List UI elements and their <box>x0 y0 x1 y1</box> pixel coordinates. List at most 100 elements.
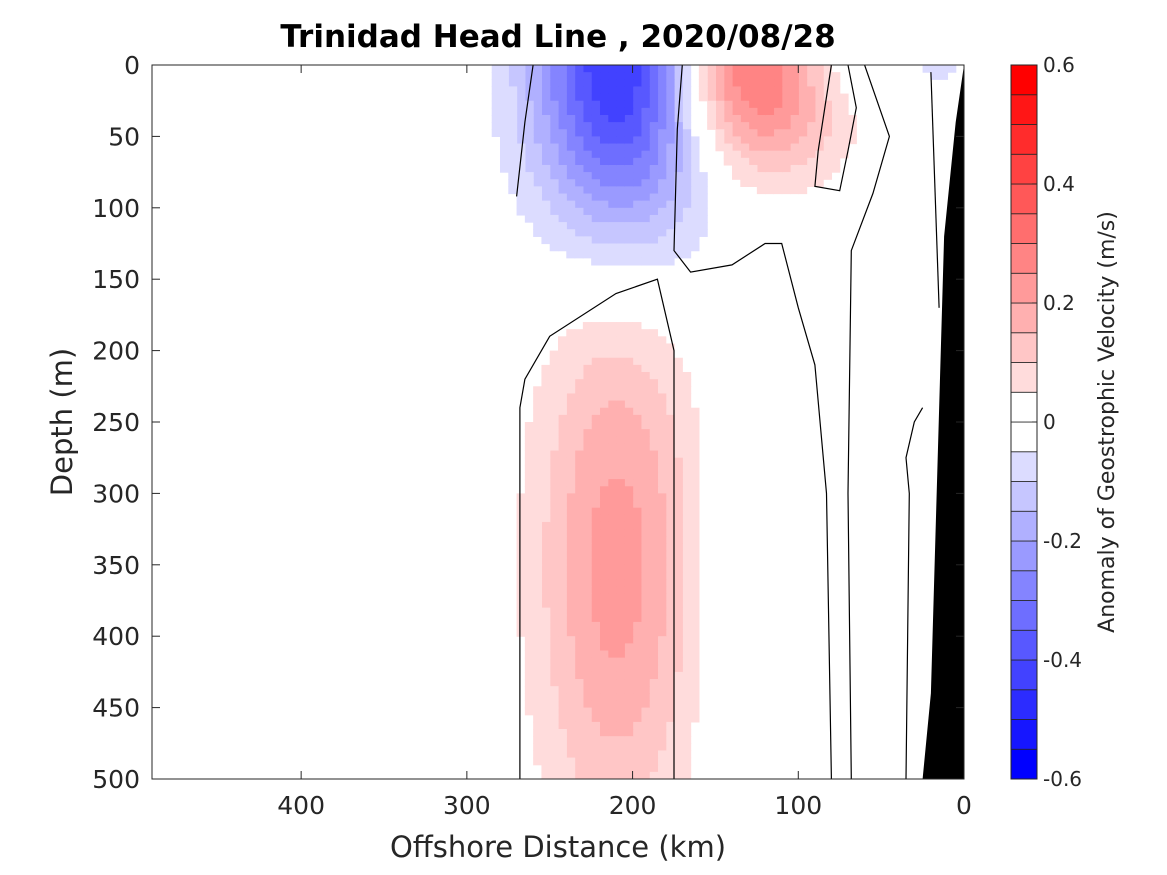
contour-fill-cell <box>665 72 675 80</box>
contour-fill-cell <box>599 664 609 673</box>
contour-fill-cell <box>682 750 692 759</box>
contour-fill-cell <box>582 664 592 673</box>
contour-fill-cell <box>674 636 683 644</box>
colorbar-swatch <box>1010 600 1038 631</box>
contour-fill-cell <box>607 257 617 266</box>
contour-fill-cell <box>599 679 609 687</box>
contour-fill-cell <box>607 564 617 573</box>
contour-fill-cell <box>607 350 617 359</box>
contour-fill-cell <box>566 150 576 159</box>
contour-fill-cell <box>690 714 700 723</box>
contour-fill-cell <box>657 357 667 366</box>
contour-fill-cell <box>649 457 659 466</box>
contour-fill-cell <box>790 107 799 116</box>
contour-fill-cell <box>665 429 675 437</box>
contour-fill-cell <box>831 93 841 102</box>
contour-fill-cell <box>607 714 617 723</box>
contour-fill-cell <box>649 607 659 616</box>
contour-fill-cell <box>657 500 667 509</box>
contour-fill-cell <box>549 736 559 744</box>
contour-fill-cell <box>715 93 725 102</box>
contour-fill-cell <box>707 107 717 116</box>
contour-fill-cell <box>649 657 659 666</box>
contour-fill-cell <box>624 357 634 366</box>
contour-fill-cell <box>698 179 708 187</box>
contour-fill-cell <box>674 629 683 637</box>
contour-fill-cell <box>640 372 650 380</box>
contour-fill-cell <box>616 186 625 195</box>
colorbar-swatch <box>1010 64 1038 96</box>
contour-fill-cell <box>549 429 559 437</box>
contour-fill-cell <box>790 72 799 80</box>
contour-fill-cell <box>541 707 551 716</box>
contour-fill-cell <box>632 464 642 473</box>
contour-fill-cell <box>582 521 592 530</box>
contour-fill-cell <box>616 679 625 687</box>
contour-fill-cell <box>823 143 833 152</box>
contour-fill-cell <box>657 757 667 766</box>
contour-fill-cell <box>582 214 592 223</box>
contour-fill-cell <box>632 222 642 230</box>
contour-fill-cell <box>591 657 601 666</box>
contour-fill-cell <box>500 129 509 137</box>
contour-fill-cell <box>516 193 526 202</box>
contour-fill-cell <box>682 686 692 694</box>
contour-fill-cell <box>624 207 634 216</box>
contour-fill-cell <box>574 593 584 602</box>
colorbar-tick-label: 0.2 <box>1043 291 1075 315</box>
contour-fill-cell <box>649 229 659 237</box>
contour-fill-cell <box>566 571 576 580</box>
contour-fill-cell <box>582 464 592 473</box>
contour-fill-cell <box>665 700 675 709</box>
contour-fill-cell <box>591 586 601 594</box>
contour-fill-cell <box>516 600 526 609</box>
contour-fill-cell <box>707 93 717 102</box>
contour-fill-cell <box>516 514 526 523</box>
contour-fill-cell <box>823 129 833 137</box>
contour-fill-cell <box>640 386 650 395</box>
contour-fill-cell <box>582 122 592 130</box>
contour-fill-cell <box>649 686 659 694</box>
contour-fill-cell <box>574 736 584 744</box>
contour-fill-cell <box>533 629 543 637</box>
contour-fill-cell <box>657 250 667 259</box>
contour-fill-cell <box>632 329 642 337</box>
contour-fill-cell <box>566 429 576 437</box>
contour-fill-cell <box>566 679 576 687</box>
contour-fill-cell <box>533 743 543 752</box>
contour-fill-cell <box>582 507 592 516</box>
contour-fill-cell <box>516 65 526 73</box>
contour-fill-cell <box>500 143 509 152</box>
contour-fill-cell <box>607 650 617 659</box>
contour-fill-cell <box>665 457 675 466</box>
contour-fill-cell <box>549 700 559 709</box>
contour-fill-cell <box>607 429 617 437</box>
contour-fill-cell <box>558 414 567 423</box>
contour-fill-cell <box>582 422 592 430</box>
contour-fill-cell <box>524 700 534 709</box>
contour-fill-cell <box>740 93 750 102</box>
contour-fill-cell <box>624 700 634 709</box>
contour-fill-cell <box>574 750 584 759</box>
contour-fill-cell <box>566 714 576 723</box>
contour-fill-cell <box>533 557 543 566</box>
contour-fill-cell <box>632 72 642 80</box>
contour-fill-cell <box>558 571 567 580</box>
contour-fill-cell <box>591 593 601 602</box>
contour-fill-cell <box>682 586 692 594</box>
contour-fill-cell <box>674 450 683 459</box>
contour-fill-cell <box>524 122 534 130</box>
contour-fill-cell <box>682 143 692 152</box>
y-tick-label: 400 <box>92 622 140 651</box>
contour-fill-cell <box>624 150 634 159</box>
contour-fill-cell <box>582 600 592 609</box>
contour-fill-cell <box>607 729 617 737</box>
contour-fill-cell <box>491 107 501 116</box>
contour-fill-cell <box>566 214 576 223</box>
contour-fill-cell <box>790 172 799 180</box>
contour-fill-cell <box>541 500 551 509</box>
contour-fill-cell <box>591 336 601 345</box>
contour-fill-cell <box>541 521 551 530</box>
contour-fill-cell <box>682 65 692 73</box>
contour-fill-cell <box>574 107 584 116</box>
